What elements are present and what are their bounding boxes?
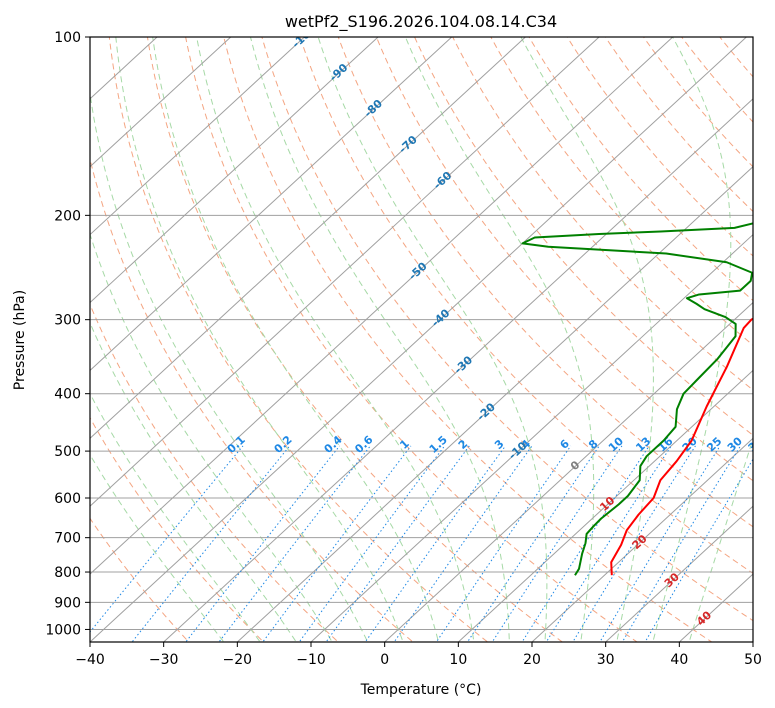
y-tick-label: 1000: [45, 622, 81, 638]
isotherm-line: [90, 37, 379, 304]
mixing-ratio-line: [621, 445, 741, 642]
y-tick-label: 800: [54, 565, 81, 581]
mixing-ratio-line: [466, 445, 600, 642]
isotherm-line: [604, 505, 753, 642]
isotherm-line: [531, 437, 753, 642]
isotherm-line: [162, 98, 753, 642]
y-tick-label: 900: [54, 595, 81, 611]
dry-adiabat-line: [490, 37, 753, 346]
mixing-ratio-line: [435, 445, 572, 642]
x-tick-label: −40: [75, 652, 105, 668]
x-tick-label: 50: [744, 652, 762, 668]
moist-adiabat-line: [652, 37, 732, 642]
moist-adiabat-line: [115, 37, 404, 642]
moist-adiabat-line: [404, 37, 595, 642]
moist-adiabat-line: [90, 453, 225, 642]
chart-title: wetPf2_S196.2026.104.08.14.C34: [285, 12, 557, 32]
isobars: [90, 37, 753, 630]
mixing-ratio-line: [599, 445, 721, 642]
y-axis-label: Pressure (hPa): [12, 290, 28, 390]
isotherm-line: [90, 37, 600, 507]
x-axis-label: Temperature (°C): [360, 682, 482, 698]
mixing-ratio-label: 36: [746, 434, 766, 454]
isotherms: [90, 37, 753, 642]
moist-adiabat-line: [90, 392, 261, 642]
isotherm-line: [310, 233, 753, 642]
y-axis-ticks: 100 200 300 400 500 600 700 800 900 1000: [45, 30, 90, 638]
isotherm-line: [457, 369, 753, 642]
dry-adiabat-line: [414, 37, 753, 436]
mixing-ratio-line: [262, 445, 412, 642]
mixing-ratio-line: [325, 445, 470, 642]
y-tick-label: 500: [54, 444, 81, 460]
plot-frame: [89, 36, 754, 643]
dry-adiabat-line: [146, 37, 564, 642]
moist-adiabat-line: [317, 37, 548, 642]
moist-adiabat-line: [520, 37, 654, 642]
temperature-profile-line: [610, 317, 753, 576]
isotherm-line: [90, 37, 232, 168]
mixing-ratio-line: [572, 445, 696, 642]
dry-adiabat-line: [90, 156, 414, 642]
x-tick-label: 20: [523, 652, 541, 668]
x-tick-label: 10: [449, 652, 467, 668]
mixing-ratio-line: [90, 445, 244, 633]
dry-adiabat-line: [90, 303, 339, 642]
isotherm-line: [90, 37, 674, 575]
isotherm-line: [90, 37, 527, 439]
x-tick-label: 40: [670, 652, 688, 668]
moist-adiabat-line: [688, 437, 753, 642]
x-tick-label: 30: [597, 652, 615, 668]
isotherm-line: [236, 166, 753, 642]
x-tick-label: −30: [149, 652, 179, 668]
y-tick-label: 700: [54, 531, 81, 547]
x-tick-label: 0: [380, 652, 389, 668]
moist-adiabat-line: [90, 90, 369, 642]
y-tick-label: 400: [54, 387, 81, 403]
dry-adiabat-line: [566, 37, 753, 257]
dry-adiabat-line: [299, 37, 753, 574]
moist-adiabat-line: [152, 37, 439, 642]
dry-adiabat-line: [90, 416, 265, 642]
y-tick-label: 300: [54, 313, 81, 329]
moist-adiabat-line: [196, 37, 475, 642]
y-tick-label: 200: [54, 208, 81, 224]
y-tick-label: 100: [54, 30, 81, 46]
mixing-ratio-lines: [90, 445, 753, 642]
mixing-ratio-line: [644, 458, 753, 642]
mixing-ratio-line: [131, 445, 291, 642]
x-axis-ticks: −40 −30 −20 −10 0 10 20 30 40 50: [75, 642, 762, 668]
isotherm-line: [383, 301, 753, 642]
moist-adiabats: [90, 37, 753, 642]
moist-adiabat-line: [249, 37, 510, 642]
dry-adiabat-line: [108, 37, 489, 642]
x-tick-label: −20: [223, 652, 253, 668]
dry-adiabat-line: [604, 37, 753, 213]
mixing-ratio-line: [218, 445, 371, 642]
sounding-profiles: [521, 222, 753, 576]
isotherm-line: [90, 37, 453, 372]
dry-adiabat-line: [185, 37, 638, 642]
isotherm-line: [90, 37, 748, 642]
mixing-ratio-line: [521, 445, 650, 642]
x-tick-label: −10: [296, 652, 326, 668]
dry-adiabat-line: [452, 37, 753, 391]
isotherm-line: [90, 37, 306, 236]
y-tick-label: 600: [54, 491, 81, 507]
moist-adiabat-line: [90, 321, 297, 642]
dry-adiabat-line: [261, 37, 753, 622]
mixing-ratio-line: [545, 445, 672, 642]
dewpoint-profile-line: [521, 222, 753, 576]
